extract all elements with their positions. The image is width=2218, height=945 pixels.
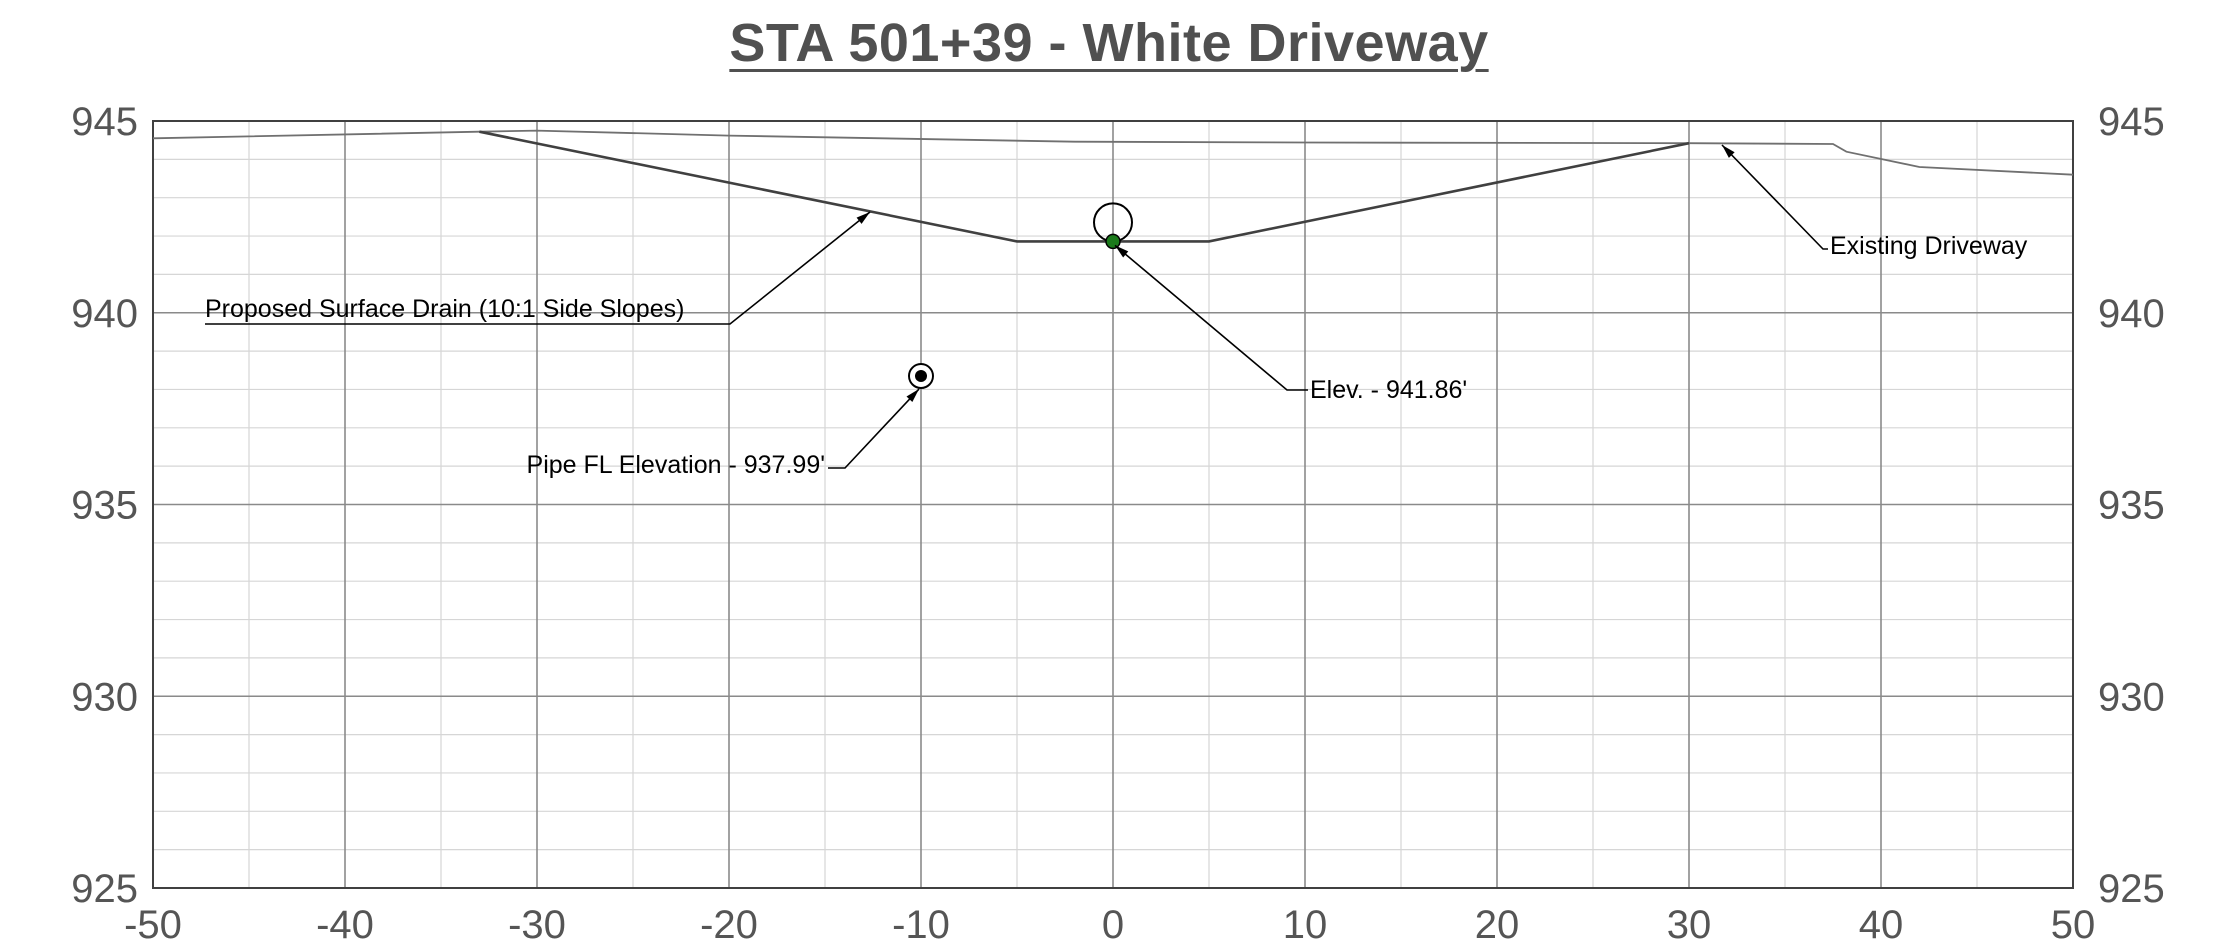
annotation-proposed-surface-drain: Proposed Surface Drain (10:1 Side Slopes… [205,295,684,323]
x-tick-label: -20 [700,903,758,945]
leader-pipe-fl-elevation [828,388,920,469]
plot-frame [152,120,2074,889]
leader-existing-driveway-arrowhead [1722,145,1735,158]
y-tick-label-right: 930 [2098,675,2165,719]
y-tick-label-left: 925 [71,867,138,911]
y-tick-label-left: 930 [71,675,138,719]
x-tick-label: 20 [1475,903,1520,945]
y-tick-label-left: 945 [71,100,138,144]
annotation-leaders [205,144,1828,469]
y-tick-label-right: 925 [2098,867,2165,911]
chart-title: STA 501+39 - White Driveway [729,13,1489,73]
x-tick-label: 40 [1859,903,1904,945]
leader-proposed-surface-drain-arrowhead [856,212,870,224]
annotation-existing-driveway: Existing Driveway [1830,232,2028,260]
leader-pipe-fl-elevation-arrowhead [906,389,919,402]
annotation-pipe-fl-elevation: Pipe FL Elevation - 937.99' [527,451,825,479]
annotation-elevation: Elev. - 941.86' [1310,376,1467,404]
y-tick-label-right: 940 [2098,292,2165,336]
pipe-point-marker [915,370,927,383]
x-tick-label: -10 [892,903,950,945]
ditch-point-marker [1105,233,1121,250]
leader-elevation-arrowhead [1115,245,1129,258]
x-tick-label: -30 [508,903,566,945]
leader-proposed-surface-drain [205,211,871,325]
x-tick-label: 10 [1283,903,1328,945]
y-tick-label-left: 940 [71,292,138,336]
x-tick-label: -40 [316,903,374,945]
y-tick-label-right: 935 [2098,484,2165,528]
existing-ground-line [152,129,2074,176]
proposed-surface-line [479,130,1690,243]
x-tick-label: -50 [124,903,182,945]
leader-existing-driveway [1721,144,1828,250]
leader-elevation [1114,244,1308,391]
x-tick-label: 30 [1667,903,1712,945]
y-axis-tick-labels: 945 940 935 930 925 945 940 935 930 925 [71,100,2165,911]
x-tick-label: 50 [2051,903,2096,945]
point-markers [908,202,1133,390]
y-tick-label-right: 945 [2098,100,2165,144]
y-tick-label-left: 935 [71,484,138,528]
x-axis-tick-labels: -50 -40 -30 -20 -10 0 10 20 30 40 50 [124,903,2095,945]
x-tick-label: 0 [1102,903,1124,945]
